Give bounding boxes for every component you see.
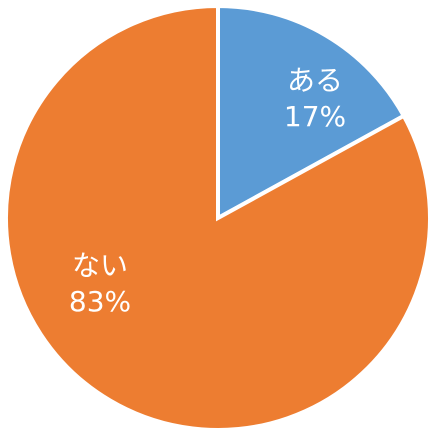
slice-category-label: ない — [72, 249, 128, 282]
slice-value-label: 83% — [69, 285, 131, 318]
pie-slice — [216, 3, 407, 222]
slice-category-label: ある — [287, 64, 343, 97]
pie-slice — [4, 3, 431, 432]
slice-value-label: 17% — [284, 100, 346, 133]
